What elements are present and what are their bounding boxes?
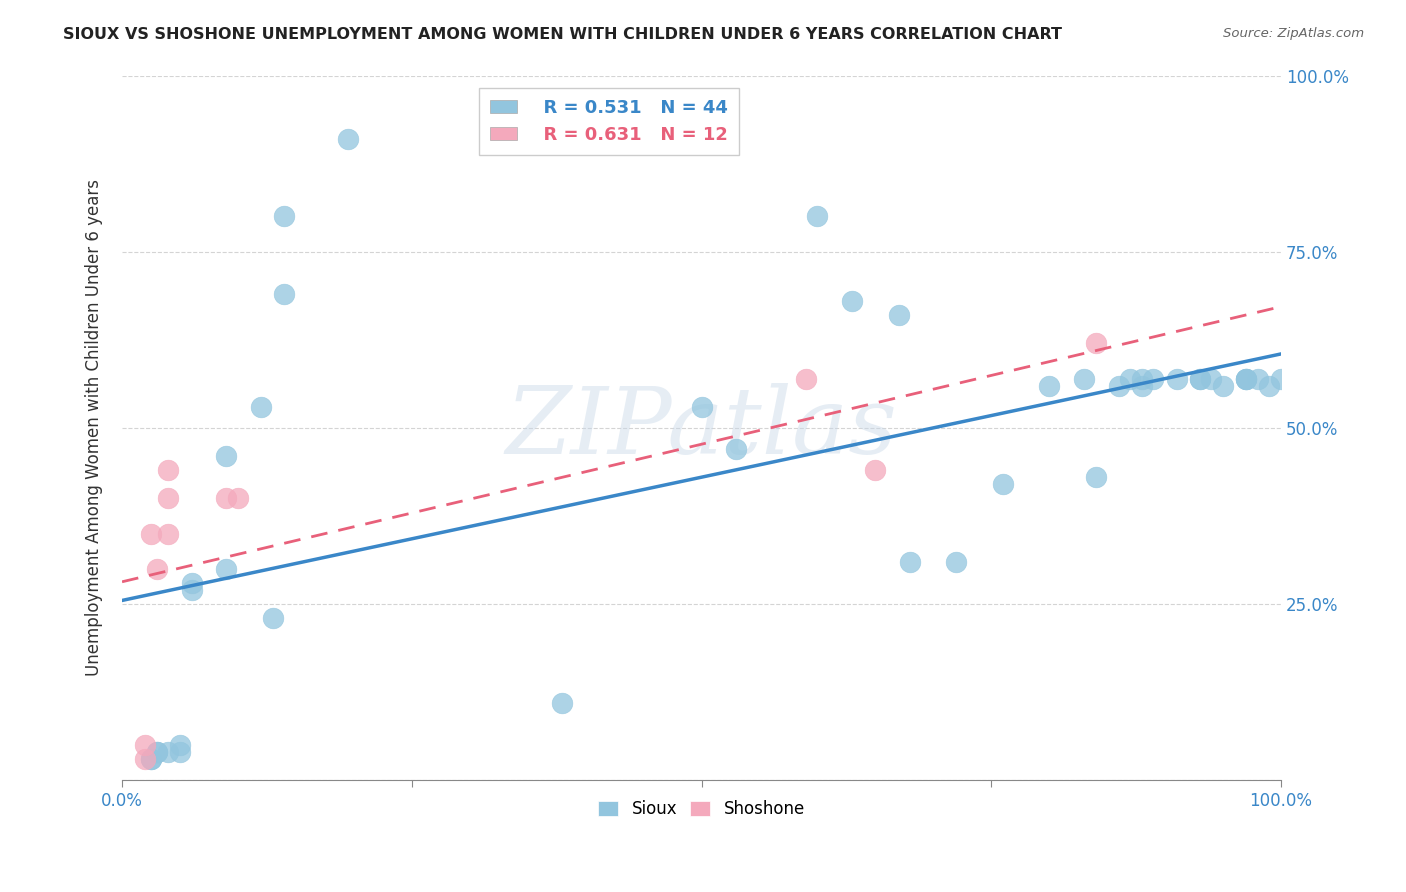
Point: [1166, 371, 1188, 385]
Point: [794, 371, 817, 385]
Point: [146, 745, 169, 759]
Point: [180, 576, 202, 591]
Point: [215, 449, 238, 463]
Legend: Sioux, Shoshone: Sioux, Shoshone: [592, 794, 811, 825]
Point: [1119, 371, 1142, 385]
Point: [1234, 371, 1257, 385]
Point: [157, 745, 180, 759]
Point: [898, 555, 921, 569]
Point: [134, 738, 156, 752]
Point: [134, 752, 156, 766]
Point: [1084, 336, 1107, 351]
Point: [1038, 378, 1060, 392]
Point: [262, 611, 284, 625]
Point: [157, 491, 180, 506]
Point: [1073, 371, 1095, 385]
Point: [865, 463, 887, 477]
Point: [1084, 470, 1107, 484]
Point: [215, 491, 238, 506]
Point: [1130, 378, 1153, 392]
Point: [1270, 371, 1292, 385]
Point: [215, 562, 238, 576]
Point: [1234, 371, 1257, 385]
Text: Source: ZipAtlas.com: Source: ZipAtlas.com: [1223, 27, 1364, 40]
Point: [1130, 371, 1153, 385]
Point: [1201, 371, 1223, 385]
Point: [139, 752, 162, 766]
Point: [1212, 378, 1234, 392]
Point: [806, 210, 828, 224]
Point: [157, 463, 180, 477]
Point: [1234, 371, 1257, 385]
Point: [139, 526, 162, 541]
Point: [337, 132, 360, 146]
Point: [139, 752, 162, 766]
Point: [887, 308, 910, 322]
Point: [146, 562, 169, 576]
Text: ZIPatlas: ZIPatlas: [506, 383, 897, 473]
Point: [273, 287, 295, 301]
Point: [1188, 371, 1211, 385]
Text: SIOUX VS SHOSHONE UNEMPLOYMENT AMONG WOMEN WITH CHILDREN UNDER 6 YEARS CORRELATI: SIOUX VS SHOSHONE UNEMPLOYMENT AMONG WOM…: [63, 27, 1063, 42]
Point: [1188, 371, 1211, 385]
Point: [1247, 371, 1270, 385]
Point: [273, 210, 295, 224]
Point: [180, 582, 202, 597]
Point: [551, 696, 574, 710]
Point: [690, 400, 713, 414]
Y-axis label: Unemployment Among Women with Children Under 6 years: Unemployment Among Women with Children U…: [86, 179, 103, 676]
Point: [1142, 371, 1164, 385]
Point: [945, 555, 967, 569]
Point: [725, 442, 748, 456]
Point: [169, 745, 191, 759]
Point: [1108, 378, 1130, 392]
Point: [157, 526, 180, 541]
Point: [991, 477, 1014, 491]
Point: [226, 491, 249, 506]
Point: [250, 400, 273, 414]
Point: [841, 293, 863, 308]
Point: [169, 738, 191, 752]
Point: [1258, 378, 1281, 392]
Point: [146, 745, 169, 759]
